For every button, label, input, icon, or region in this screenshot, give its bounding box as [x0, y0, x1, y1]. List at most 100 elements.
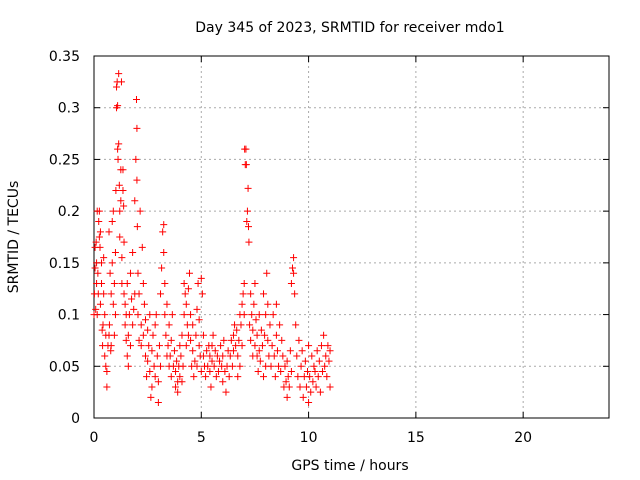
data-point — [115, 140, 123, 148]
data-point — [251, 342, 259, 350]
data-point — [154, 398, 162, 406]
data-point — [149, 331, 157, 339]
data-point — [119, 186, 127, 194]
data-point — [194, 280, 202, 288]
data-point — [155, 342, 163, 350]
data-point — [253, 331, 261, 339]
data-point — [121, 321, 129, 329]
plot-frame — [93, 55, 610, 419]
data-point — [144, 326, 152, 334]
data-point — [313, 347, 321, 355]
data-point — [245, 223, 252, 231]
data-point — [103, 383, 111, 391]
data-point — [146, 311, 154, 319]
data-point — [131, 197, 139, 205]
data-point — [294, 373, 302, 381]
data-point — [135, 290, 143, 298]
data-point — [252, 316, 260, 324]
data-points — [90, 70, 334, 406]
y-tick-label: 0 — [71, 411, 80, 427]
data-point — [238, 342, 246, 350]
data-point — [212, 373, 220, 381]
data-point — [137, 342, 145, 350]
data-point — [120, 238, 128, 246]
data-point — [180, 311, 188, 319]
data-point — [295, 336, 303, 344]
data-point — [287, 367, 295, 375]
data-point — [159, 228, 167, 236]
y-tick-label: 0.35 — [49, 49, 80, 65]
data-point — [134, 269, 142, 277]
data-point — [124, 331, 132, 339]
data-point — [126, 342, 134, 350]
data-point — [207, 383, 215, 391]
data-point — [113, 83, 121, 91]
data-point — [193, 362, 201, 370]
data-point — [253, 352, 261, 360]
data-point — [287, 280, 295, 288]
data-point — [202, 373, 210, 381]
data-point — [248, 311, 256, 319]
data-point — [114, 155, 122, 163]
data-point — [225, 373, 233, 381]
data-point — [198, 290, 206, 298]
data-point — [150, 362, 158, 370]
data-point — [268, 342, 276, 350]
data-point — [222, 388, 230, 396]
data-point — [123, 280, 131, 288]
data-point — [189, 347, 197, 355]
data-point — [177, 352, 185, 360]
data-point — [122, 336, 130, 344]
data-point — [125, 311, 133, 319]
data-point — [126, 269, 134, 277]
data-point — [101, 311, 109, 319]
data-point — [237, 321, 245, 329]
data-point — [158, 264, 166, 272]
data-point — [270, 352, 278, 360]
data-point — [95, 233, 103, 241]
data-point — [290, 254, 298, 262]
data-point — [245, 238, 253, 246]
data-point — [239, 290, 247, 298]
data-point — [142, 316, 149, 324]
data-point — [286, 347, 294, 355]
data-point — [306, 373, 314, 381]
data-point — [251, 280, 259, 288]
data-point — [272, 331, 280, 339]
data-point — [242, 145, 250, 153]
data-point — [148, 383, 156, 391]
data-point — [320, 331, 328, 339]
data-point — [247, 290, 255, 298]
data-point — [172, 367, 180, 375]
data-point — [209, 331, 217, 339]
data-point — [309, 378, 317, 386]
data-point — [197, 367, 205, 375]
data-point — [206, 367, 214, 375]
data-point — [92, 238, 100, 246]
data-point — [208, 357, 216, 365]
data-point — [140, 300, 148, 308]
data-point — [157, 362, 165, 370]
data-point — [244, 184, 252, 192]
data-point — [116, 207, 124, 215]
data-point — [316, 388, 324, 396]
data-point — [161, 280, 169, 288]
data-point — [95, 207, 103, 215]
data-point — [167, 373, 175, 381]
data-point — [100, 254, 108, 262]
data-point — [278, 336, 286, 344]
data-point — [211, 347, 219, 355]
data-point — [275, 362, 283, 370]
y-tick-label: 0.15 — [49, 256, 80, 272]
data-point — [142, 352, 149, 360]
data-point — [307, 388, 315, 396]
data-point — [210, 362, 218, 370]
data-point — [284, 373, 292, 381]
data-point — [120, 290, 128, 298]
data-point — [184, 331, 192, 339]
data-point — [184, 285, 192, 293]
data-point — [267, 362, 275, 370]
data-point — [206, 352, 214, 360]
x-tick-label: 15 — [407, 430, 425, 446]
data-point — [326, 383, 334, 391]
